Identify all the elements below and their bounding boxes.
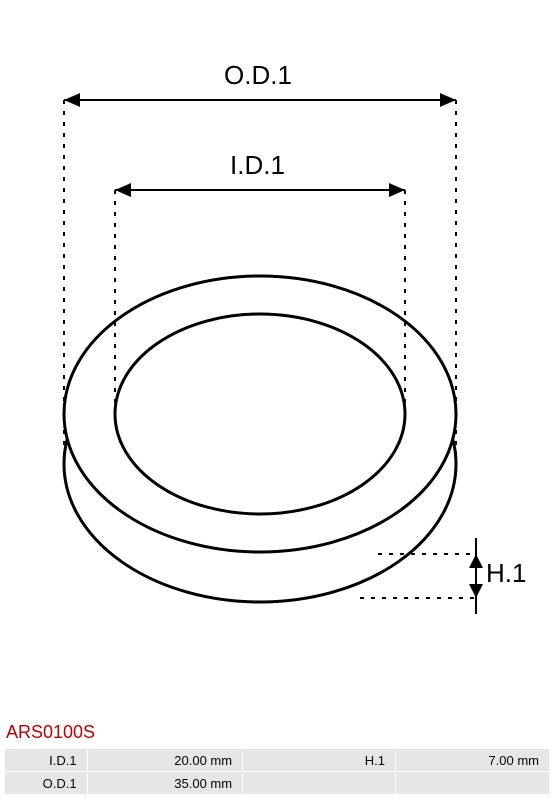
spec-name-empty: [243, 772, 396, 795]
h1-label: H.1: [486, 558, 526, 589]
spec-name-h1: H.1: [243, 749, 396, 772]
h1-arrow-top: [469, 554, 483, 568]
ring-inner-top: [115, 314, 405, 514]
od1-label: O.D.1: [224, 60, 292, 91]
table-row: I.D.1 20.00 mm H.1 7.00 mm: [5, 749, 550, 772]
h1-arrow-bottom: [469, 584, 483, 598]
spec-value-empty: [395, 772, 549, 795]
spec-value-h1: 7.00 mm: [395, 749, 549, 772]
id1-arrow-right: [389, 183, 405, 197]
od1-arrow-left: [64, 93, 80, 107]
diagram-area: O.D.1 I.D.1 H.1: [0, 0, 554, 720]
od1-arrow-right: [440, 93, 456, 107]
spec-value-id1: 20.00 mm: [87, 749, 243, 772]
table-row: O.D.1 35.00 mm: [5, 772, 550, 795]
id1-arrow-left: [115, 183, 131, 197]
spec-value-od1: 35.00 mm: [87, 772, 243, 795]
spec-name-id1: I.D.1: [5, 749, 88, 772]
spec-name-od1: O.D.1: [5, 772, 88, 795]
part-number: ARS0100S: [6, 722, 95, 743]
ring-diagram-svg: [0, 0, 554, 720]
id1-label: I.D.1: [230, 150, 285, 181]
spec-table: I.D.1 20.00 mm H.1 7.00 mm O.D.1 35.00 m…: [4, 748, 550, 795]
